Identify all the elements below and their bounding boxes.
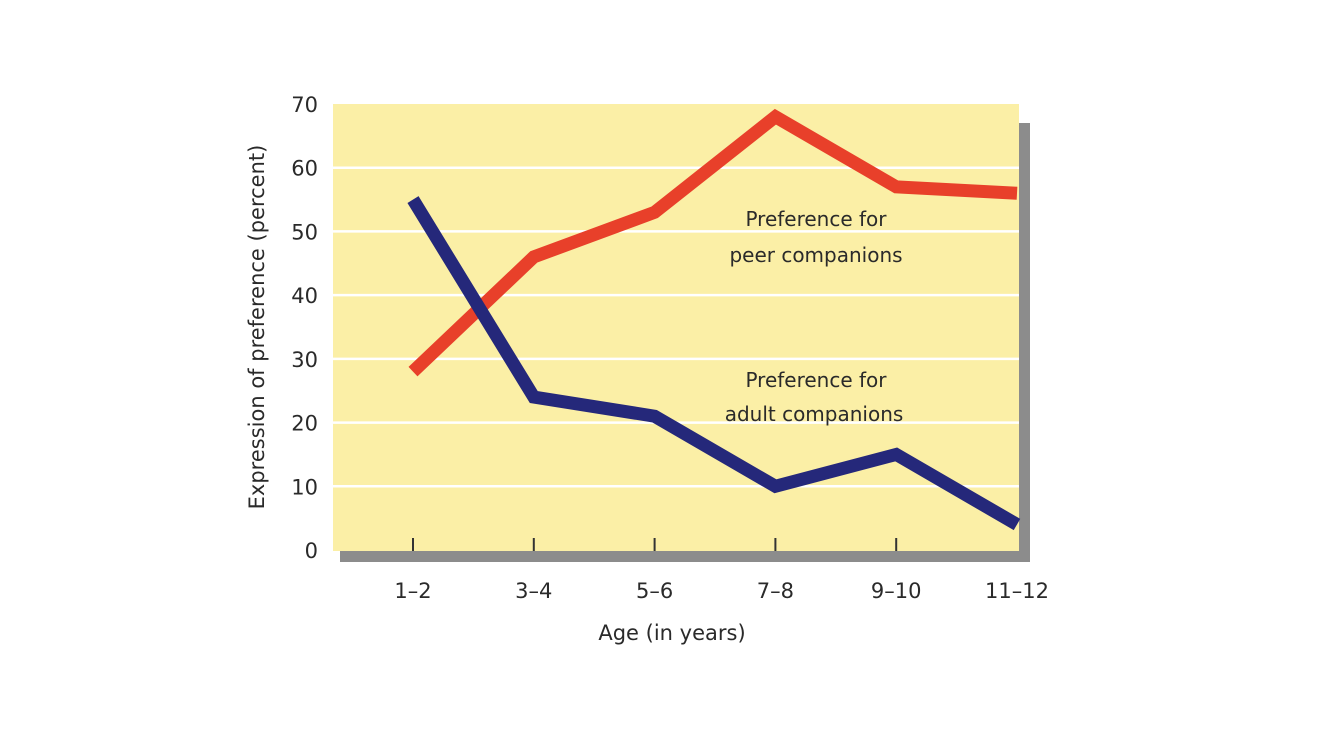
peer-series-label-line1: Preference for [745,207,887,231]
y-tick-label: 50 [291,220,318,244]
y-tick-label: 60 [291,157,318,181]
y-tick-label: 20 [291,412,318,436]
y-tick-label: 10 [291,475,318,499]
adult-series-label-line1: Preference for [745,368,887,392]
x-axis-ticks [412,538,898,551]
x-tick-label: 1–2 [394,579,431,603]
x-tick-label: 9–10 [871,579,922,603]
x-axis-title: Age (in years) [598,621,745,645]
y-tick-label: 70 [291,93,318,117]
peer-series-label-line2: peer companions [729,243,902,267]
x-axis-tick-labels: 1–2 3–4 5–6 7–8 9–10 11–12 [394,579,1049,603]
y-tick-label: 30 [291,348,318,372]
plot-background [333,104,1019,551]
adult-companions-line [407,196,1021,531]
y-axis-title: Expression of preference (percent) [245,145,269,510]
series-lines [407,108,1021,531]
plot-shadow-bottom [340,551,1030,562]
adult-series-label-line2: adult companions [725,402,904,426]
y-axis-tick-labels: 0 10 20 30 40 50 60 70 [291,93,318,563]
x-tick-label: 11–12 [985,579,1049,603]
x-tick-label: 7–8 [757,579,794,603]
plot-shadow-right [1019,123,1030,562]
x-tick-label: 3–4 [515,579,552,603]
peer-companions-line [408,108,1018,377]
y-tick-label: 40 [291,284,318,308]
y-tick-label: 0 [305,539,318,563]
x-tick-label: 5–6 [636,579,673,603]
gridlines [333,166,1019,488]
